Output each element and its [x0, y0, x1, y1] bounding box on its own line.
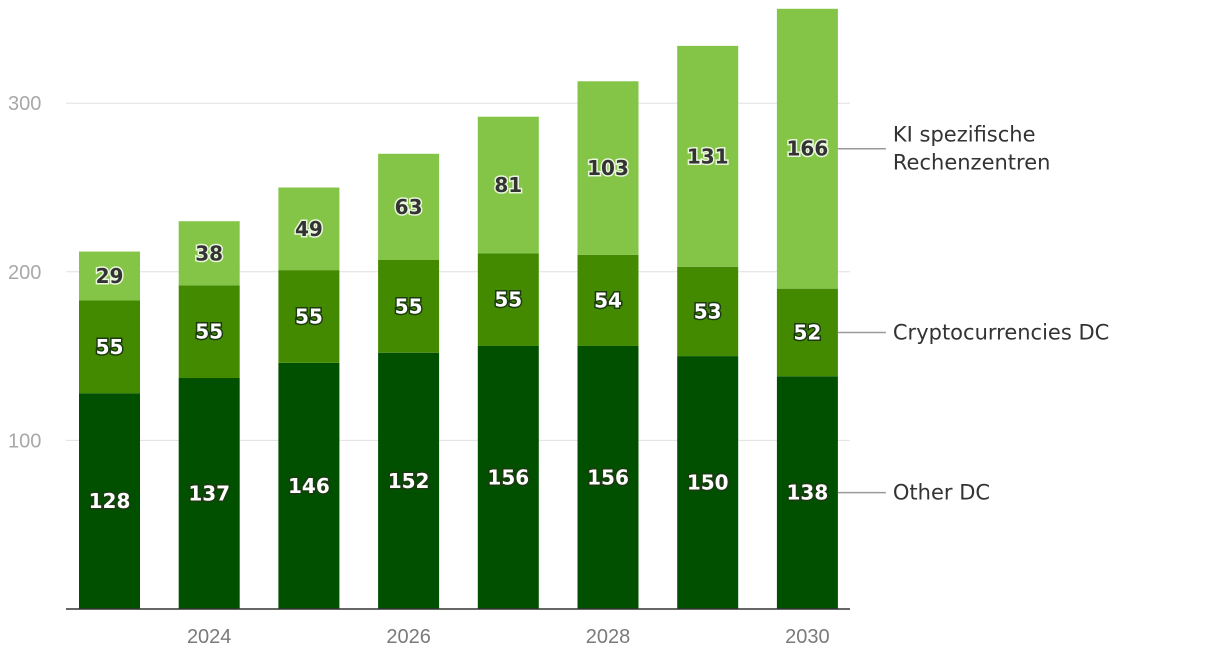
legend-label-other-dc: Other DC [893, 481, 990, 505]
data-label-ki-spezifische-rechenzentren-2023: 29 [96, 264, 124, 288]
legend-label-cryptocurrencies-dc: Cryptocurrencies DC [893, 320, 1109, 344]
x-tick-label-2026: 2026 [386, 626, 431, 648]
bar-segment-ki-spezifische-rechenzentren-2025 [278, 187, 340, 271]
axes: 100 200 300 2024 2026 2028 2030 [8, 93, 850, 648]
bar-segment-other-dc-2025 [278, 362, 340, 609]
data-label-ki-spezifische-rechenzentren-2029: 131 [687, 144, 729, 168]
y-tick-label-300: 300 [8, 93, 41, 115]
bar-segment-cryptocurrencies-dc-2025 [278, 270, 340, 363]
data-label-other-dc-2025: 146 [288, 474, 330, 498]
bar-segment-cryptocurrencies-dc-2027 [477, 253, 539, 346]
bar-segment-ki-spezifische-rechenzentren-2023 [79, 251, 140, 301]
x-tick-label-2030: 2030 [785, 626, 830, 648]
y-tick-label-200: 200 [8, 262, 41, 284]
data-label-ki-spezifische-rechenzentren-2024: 38 [195, 241, 223, 265]
bar-segment-other-dc-2027 [477, 345, 539, 609]
bar-segment-other-dc-2029 [677, 356, 739, 609]
data-label-ki-spezifische-rechenzentren-2025: 49 [295, 217, 323, 241]
x-tick-label-2024: 2024 [187, 626, 232, 648]
data-label-other-dc-2027: 156 [487, 465, 529, 489]
bar-segment-cryptocurrencies-dc-2024 [178, 285, 240, 379]
data-label-cryptocurrencies-dc-2030: 52 [793, 320, 821, 344]
bar-segment-ki-spezifische-rechenzentren-2024 [178, 221, 240, 286]
x-tick-label-2028: 2028 [586, 626, 631, 648]
bar-segment-other-dc-2026 [378, 352, 440, 609]
bar-segment-cryptocurrencies-dc-2026 [378, 259, 440, 353]
bar-segment-ki-spezifische-rechenzentren-2027 [477, 116, 539, 254]
bar-segment-other-dc-2028 [577, 345, 639, 609]
data-label-other-dc-2024: 137 [188, 482, 230, 506]
legend: Other DC Cryptocurrencies DC KI spezifisch… [837, 123, 1109, 505]
data-label-cryptocurrencies-dc-2024: 55 [195, 320, 223, 344]
y-tick-label-100: 100 [8, 430, 41, 452]
data-label-cryptocurrencies-dc-2027: 55 [494, 288, 522, 312]
bars [79, 8, 838, 609]
bar-segment-ki-spezifische-rechenzentren-2029 [677, 45, 739, 267]
data-label-ki-spezifische-rechenzentren-2027: 81 [494, 173, 522, 197]
data-label-other-dc-2028: 156 [587, 465, 629, 489]
data-label-other-dc-2030: 138 [787, 481, 829, 505]
data-label-other-dc-2026: 152 [388, 469, 430, 493]
bar-segment-cryptocurrencies-dc-2023 [79, 300, 140, 394]
bar-segment-ki-spezifische-rechenzentren-2026 [378, 153, 440, 260]
data-label-ki-spezifische-rechenzentren-2030: 166 [787, 137, 829, 161]
bar-segment-ki-spezifische-rechenzentren-2028 [577, 81, 639, 255]
data-label-other-dc-2029: 150 [687, 471, 729, 495]
data-label-cryptocurrencies-dc-2028: 54 [594, 288, 622, 312]
bar-segment-other-dc-2030 [776, 376, 838, 609]
legend-label-ki-spezifische-rechenzentren: KI spezifische Rechenzentren [893, 123, 1051, 175]
bar-segment-cryptocurrencies-dc-2030 [776, 288, 838, 377]
bar-segment-cryptocurrencies-dc-2029 [677, 266, 739, 357]
data-label-cryptocurrencies-dc-2029: 53 [694, 299, 722, 323]
bar-segment-ki-spezifische-rechenzentren-2030 [776, 8, 838, 289]
bar-segment-cryptocurrencies-dc-2028 [577, 254, 639, 346]
data-label-ki-spezifische-rechenzentren-2028: 103 [587, 156, 629, 180]
data-label-cryptocurrencies-dc-2023: 55 [96, 335, 124, 359]
bar-segment-other-dc-2024 [178, 378, 240, 609]
data-label-cryptocurrencies-dc-2025: 55 [295, 304, 323, 328]
bar-segment-other-dc-2023 [79, 393, 140, 609]
segment-labels: 128 137 146 152 156 156 150 138 55 55 55 55 55 54 53 52… [87, 135, 830, 514]
data-label-cryptocurrencies-dc-2026: 55 [395, 294, 423, 318]
data-label-other-dc-2023: 128 [89, 489, 131, 513]
data-label-ki-spezifische-rechenzentren-2026: 63 [395, 195, 423, 219]
